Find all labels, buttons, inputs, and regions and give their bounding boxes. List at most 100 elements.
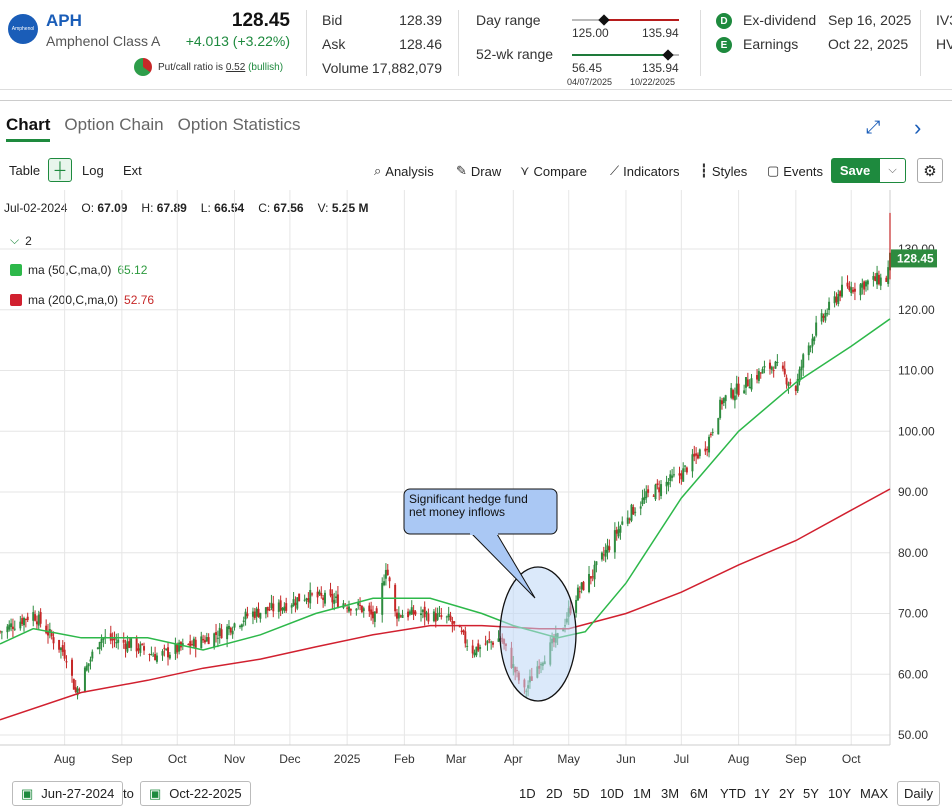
- ask-value: 128.46: [399, 36, 442, 52]
- analysis-button[interactable]: ⌕ Analysis: [374, 163, 434, 179]
- candle-body: [373, 611, 376, 622]
- candle-body: [885, 277, 888, 282]
- candle-body: [497, 638, 500, 642]
- candle-body: [665, 481, 668, 487]
- candle-body: [815, 322, 818, 336]
- range-max[interactable]: MAX: [860, 786, 889, 801]
- range-ytd[interactable]: YTD: [720, 786, 746, 801]
- calendar-icon: ▢: [767, 163, 780, 178]
- legend-ma50[interactable]: ma (50,C,ma,0) 65.12: [10, 263, 147, 277]
- x-tick-label: Mar: [446, 752, 467, 766]
- legend-ma200[interactable]: ma (200,C,ma,0) 52.76: [10, 293, 154, 307]
- range-1d[interactable]: 1D: [519, 786, 536, 801]
- candle-body: [449, 615, 452, 621]
- putcall-ratio[interactable]: Put/call ratio is 0.52 (bullish): [134, 58, 283, 76]
- candle-body: [311, 593, 314, 595]
- start-date-field[interactable]: ▣ Jun-27-2024: [12, 781, 124, 806]
- range-10y[interactable]: 10Y: [828, 786, 852, 801]
- draw-button[interactable]: ✎ Draw: [456, 163, 501, 179]
- range-1m[interactable]: 1M: [633, 786, 652, 801]
- start-date: Jun-27-2024: [41, 786, 115, 801]
- ext-toggle[interactable]: Ext: [123, 163, 142, 178]
- indicators-button[interactable]: ⟋ Indicators: [610, 163, 679, 179]
- range-1y[interactable]: 1Y: [754, 786, 770, 801]
- events-button[interactable]: ▢ Events: [767, 163, 823, 179]
- analysis-icon: ⌕: [374, 163, 382, 178]
- candle-body: [589, 576, 592, 579]
- log-toggle[interactable]: Log: [82, 163, 104, 178]
- candle-body: [270, 602, 273, 609]
- candle-body: [307, 598, 310, 602]
- hv-label-cutoff: HV: [936, 36, 952, 52]
- candle-body: [717, 418, 720, 435]
- save-dropdown[interactable]: ⌵: [879, 158, 906, 183]
- candle-body: [419, 613, 422, 616]
- candle-body: [322, 597, 325, 600]
- chevron-right-icon[interactable]: ›: [914, 115, 922, 140]
- candle-body: [168, 654, 171, 659]
- candle-body: [122, 639, 125, 643]
- candle-body: [333, 599, 336, 604]
- candle-body: [647, 489, 650, 493]
- candle-body: [414, 611, 417, 615]
- candle-body: [853, 288, 856, 292]
- candle-body: [58, 639, 61, 650]
- candle-body: [735, 383, 738, 394]
- range-5d[interactable]: 5D: [573, 786, 590, 801]
- candle-body: [368, 605, 371, 612]
- candle-body: [401, 614, 404, 618]
- legend-toggle[interactable]: ⌵ 2: [10, 233, 32, 248]
- x-tick-label: Feb: [394, 752, 415, 766]
- volume-value: 5.25 M: [331, 201, 369, 215]
- styles-button[interactable]: ┇ Styles: [700, 163, 747, 179]
- candle-body: [746, 379, 749, 387]
- x-axis: Aug Sep Oct Nov Dec 2025 Feb Mar Apr May Jun Jul Aug…: [54, 752, 861, 766]
- candle-body: [216, 637, 219, 639]
- range-6m[interactable]: 6M: [690, 786, 709, 801]
- earnings-date: Oct 22, 2025: [828, 36, 909, 52]
- candle-body: [303, 599, 306, 601]
- candle-body: [359, 604, 362, 606]
- day-range-bar: [606, 19, 679, 21]
- candle-body: [220, 629, 223, 639]
- x-tick-label: Nov: [224, 752, 245, 766]
- end-date-field[interactable]: ▣ Oct-22-2025: [140, 781, 251, 806]
- table-toggle[interactable]: Table: [9, 163, 41, 178]
- x-tick-label: Aug: [54, 752, 75, 766]
- earnings-badge-icon: E: [716, 37, 732, 53]
- candle-body: [386, 569, 389, 576]
- candle-body: [706, 448, 709, 450]
- tab-option-statistics[interactable]: Option Statistics: [177, 115, 301, 134]
- candle-body: [434, 612, 437, 622]
- candle-body: [126, 641, 129, 652]
- candle-body: [796, 378, 799, 391]
- ohlc-date: Jul-02-2024: [4, 201, 68, 215]
- candle-body: [290, 605, 293, 608]
- close-value: 67.56: [273, 201, 304, 215]
- range-3m[interactable]: 3M: [661, 786, 680, 801]
- candle-body: [486, 640, 489, 644]
- last-price: 128.45: [231, 10, 290, 31]
- candle-body: [163, 647, 166, 649]
- save-button[interactable]: Save: [831, 158, 879, 183]
- interval-select[interactable]: Daily: [897, 781, 940, 806]
- tab-option-chain[interactable]: Option Chain: [64, 115, 164, 134]
- settings-button[interactable]: ⚙: [917, 158, 943, 183]
- range-2y[interactable]: 2Y: [779, 786, 795, 801]
- tab-chart[interactable]: Chart: [6, 115, 51, 142]
- compare-button[interactable]: ⋎ Compare: [520, 163, 587, 179]
- candle-body: [634, 511, 637, 513]
- crosshair-button[interactable]: ┼: [48, 158, 72, 182]
- range-5y[interactable]: 5Y: [803, 786, 819, 801]
- day-range-label: Day range: [476, 12, 541, 28]
- candle-body: [423, 606, 426, 618]
- candle-body: [730, 387, 733, 398]
- candle-body: [148, 654, 151, 656]
- annotation-pointer: [471, 533, 536, 599]
- candle-body: [733, 395, 736, 401]
- ticker-symbol[interactable]: APH: [46, 11, 82, 30]
- range-10d[interactable]: 10D: [600, 786, 624, 801]
- expand-icon[interactable]: ⤢: [866, 117, 881, 137]
- range-2d[interactable]: 2D: [546, 786, 563, 801]
